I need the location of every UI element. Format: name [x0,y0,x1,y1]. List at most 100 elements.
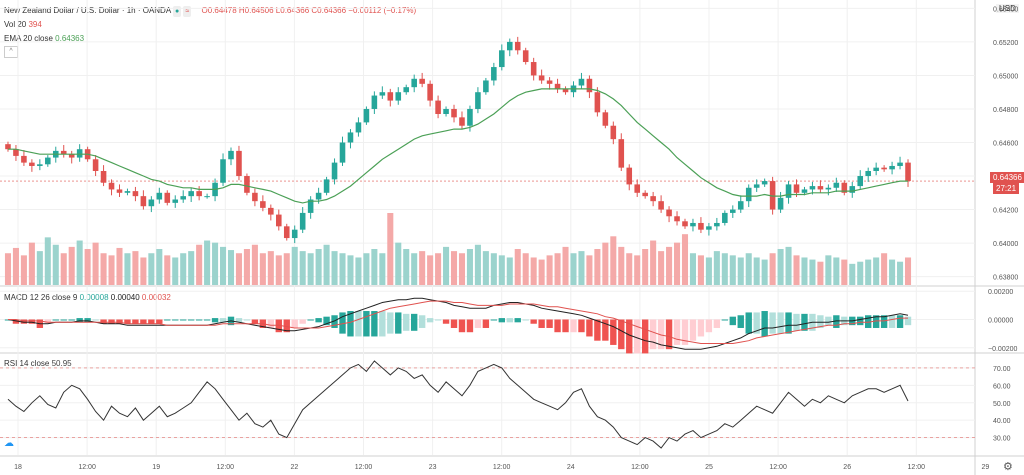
candle-body [132,191,139,197]
rsi-tick-label-3: 40.00 [993,418,1011,425]
volume-bar [825,255,832,285]
candle-body [60,150,67,155]
macd-histogram-bar [665,319,673,350]
volume-bar [100,253,107,285]
time-tick-label-0: 18 [14,464,22,471]
macd-histogram-bar [108,319,115,324]
candle-body [801,189,808,193]
macd-histogram-bar [331,315,338,328]
rsi-line [7,360,909,449]
candle-body [761,181,768,185]
candle-body [307,199,314,213]
tradingview-logo-icon: ☁ [4,438,14,449]
candle-body [108,182,115,190]
macd-histogram-bar [721,319,729,321]
volume-bar [642,249,649,285]
price-tick-label-6: 0.64200 [993,208,1018,215]
candle-body [833,182,840,188]
macd-histogram-bar [363,311,370,337]
candle-body [562,88,569,93]
macd-histogram-bar [379,311,386,337]
candle-body [769,181,776,210]
macd-histogram-bar [562,319,569,333]
macd-histogram-bar [243,319,251,321]
candle-body [841,182,848,193]
candle-body [491,67,497,81]
candle-body [188,191,194,197]
volume-bar [897,261,904,285]
candle-body [467,108,473,126]
volume-bar [610,236,617,285]
rsi-tick-label-0: 70.00 [993,366,1011,373]
candle-body [116,189,123,193]
candle-body [403,87,410,93]
volume-bar [435,253,442,285]
macd-histogram-bar [68,319,75,321]
macd-histogram-bar [641,319,649,354]
volume-bar [299,251,306,285]
candle-body [889,165,895,170]
volume-bar [275,255,282,285]
macd-histogram-bar [20,319,28,324]
volume-bar [68,246,75,285]
macd-line-value: 0.00040 [110,293,140,302]
currency-label[interactable]: USD [996,4,1019,13]
volume-bar [108,255,115,285]
macd-histogram-bar [52,319,59,321]
volume-bar [737,257,744,285]
candle-body [355,122,362,133]
volume-bar [538,259,545,285]
macd-histogram-bar [100,319,107,324]
candle-body [610,125,617,140]
macd-histogram-bar [857,316,864,326]
candle-body [666,209,672,217]
macd-histogram-bar [904,316,912,326]
time-tick-label-2: 19 [152,464,160,471]
volume-bar [355,257,362,285]
price-tick-label-0: 0.65400 [993,6,1018,13]
macd-histogram-bar [418,315,426,328]
macd-histogram-bar [84,318,91,323]
macd-histogram-bar [705,319,713,333]
candle-body [602,112,609,126]
candle-body [730,209,736,213]
candle-body [419,78,425,84]
macd-histogram-bar [458,319,466,333]
macd-histogram-bar [888,315,896,328]
candle-body [865,171,871,177]
volume-bar [713,251,720,285]
macd-histogram-bar [570,319,577,333]
macd-histogram-bar [156,319,163,324]
volume-bar [44,237,51,285]
macd-histogram-bar [291,319,298,328]
candle-body [897,162,903,166]
macd-histogram-bar [28,319,36,324]
volume-bar [785,246,792,285]
candle-body [634,184,640,193]
volume-bar [124,253,131,285]
macd-histogram-bar [554,319,561,333]
macd-histogram-bar [267,319,275,328]
volume-bar [833,257,840,285]
candle-body [658,201,664,210]
volume-bar [634,255,641,285]
candle-body [172,199,179,203]
volume-bar [602,242,609,285]
macd-histogram-bar [482,319,490,328]
candle-body [276,214,282,227]
volume-bar [36,251,43,285]
macd-histogram-bar [785,312,792,334]
volume-bar [411,253,418,285]
candle-body [29,162,35,166]
volume-legend: Vol 20 394 [4,19,42,30]
last-price-label: 0.64366 [990,172,1024,183]
macd-tick-label-2: −0.00200 [988,346,1017,353]
candle-body [706,226,712,230]
price-tick-label-4: 0.64600 [993,141,1018,148]
volume-bar [427,255,434,285]
rsi-legend: RSI 14 close 50.95 [4,358,72,369]
wave-icon[interactable]: ≈ [183,6,192,17]
settings-gear-icon[interactable]: ⚙ [1003,461,1013,473]
volume-bar [705,257,712,285]
